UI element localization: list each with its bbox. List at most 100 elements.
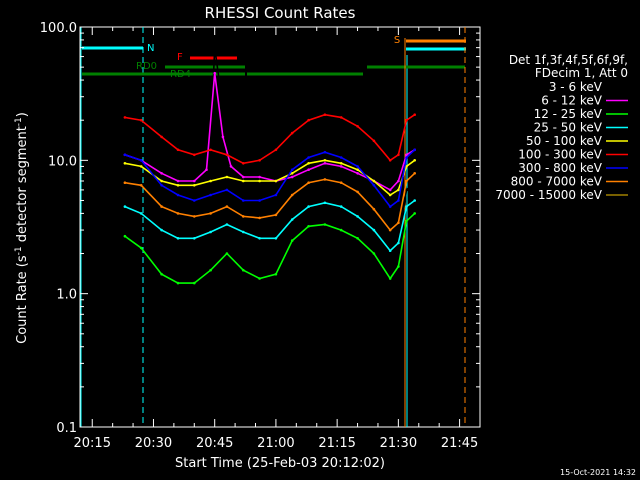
data-point (176, 212, 180, 215)
data-point (242, 215, 245, 218)
data-point (242, 230, 245, 234)
series-line (124, 199, 416, 252)
data-point (274, 237, 278, 240)
data-point (193, 215, 196, 218)
data-point (356, 237, 359, 240)
annotation-label-s: S (394, 35, 400, 46)
data-point (209, 268, 212, 272)
data-point (405, 219, 408, 223)
data-point (372, 252, 376, 255)
data-point (274, 193, 278, 197)
data-point (225, 188, 229, 192)
y-axis-label-end: ) (15, 112, 30, 117)
data-point (160, 246, 163, 250)
data-point (123, 116, 127, 119)
data-point (397, 188, 400, 192)
data-point (413, 113, 417, 116)
series-line (124, 212, 416, 284)
x-tick-label: 20:15 (74, 436, 111, 451)
x-tick-label: 21:45 (441, 436, 478, 451)
data-point (356, 165, 359, 168)
data-point (193, 281, 196, 285)
data-point (388, 228, 392, 232)
data-point (205, 168, 208, 171)
data-point (209, 148, 212, 152)
series-line (124, 113, 416, 165)
data-point (397, 199, 400, 202)
data-point (242, 268, 245, 272)
data-point (274, 213, 278, 217)
data-point (229, 165, 233, 168)
data-point (290, 172, 294, 175)
x-tick-label: 21:00 (257, 436, 294, 451)
data-point (258, 199, 261, 202)
data-point (139, 246, 143, 250)
data-point (176, 148, 180, 152)
data-point (405, 118, 408, 122)
plot-border (79, 26, 481, 428)
data-point (372, 179, 376, 183)
legend-entry-label: 50 - 100 keV (526, 134, 603, 148)
data-point (290, 131, 294, 135)
data-point (388, 188, 392, 192)
data-point (413, 159, 417, 162)
data-point (290, 218, 294, 221)
data-point (323, 150, 327, 154)
data-point (242, 175, 245, 179)
data-point (339, 228, 343, 232)
data-point (176, 237, 180, 240)
x-axis-label: Start Time (25-Feb-03 20:12:02) (175, 456, 385, 471)
data-point (160, 228, 163, 232)
data-point (372, 228, 376, 232)
data-point (213, 46, 216, 49)
chart-title: RHESSI Count Rates (205, 4, 356, 22)
data-point (209, 230, 212, 234)
data-point (258, 277, 261, 280)
data-point (307, 205, 310, 208)
data-point (123, 181, 127, 184)
data-point (323, 178, 327, 181)
data-point (405, 179, 408, 183)
data-point (323, 204, 327, 207)
y-axis-label-sup2: -1 (14, 117, 24, 126)
data-point (242, 179, 245, 183)
data-point (123, 153, 127, 157)
data-point (397, 221, 400, 225)
axes: 20:15 20:30 20:45 21:00 21:15 21:30 21:45 0.1 1.… (40, 21, 481, 451)
data-point (323, 162, 327, 165)
data-point (229, 172, 233, 175)
data-point (258, 159, 261, 162)
data-point (123, 219, 127, 223)
data-point (139, 184, 143, 187)
data-point (225, 153, 229, 157)
data-point (405, 188, 408, 192)
data-point (307, 162, 310, 165)
data-point (225, 252, 229, 255)
data-point (160, 184, 163, 187)
data-point (388, 249, 392, 252)
data-point (372, 139, 376, 143)
data-point (356, 215, 359, 218)
series-4 (123, 159, 417, 197)
y-axis-label-mid: detector segment (15, 126, 30, 246)
data-point (193, 237, 196, 240)
series-line (124, 73, 416, 191)
plot-frame (79, 26, 481, 428)
data-point (258, 216, 261, 220)
data-point (258, 179, 261, 183)
data-point (193, 179, 196, 183)
data-point (397, 153, 400, 157)
series-7 (123, 172, 417, 232)
data-point (405, 153, 408, 157)
annotation-label-n: N (147, 43, 154, 54)
annotation-markers: N F RD0 RD4 S (80, 27, 466, 427)
data-point (176, 281, 180, 285)
annotation-label-rd0: RD0 (136, 61, 157, 72)
data-point (339, 116, 343, 119)
annotation-label-rd4: RD4 (170, 69, 191, 80)
data-point (323, 201, 327, 205)
data-point (176, 193, 180, 197)
data-point (388, 205, 392, 208)
data-point (307, 181, 310, 184)
x-tick-label: 20:45 (196, 436, 233, 451)
